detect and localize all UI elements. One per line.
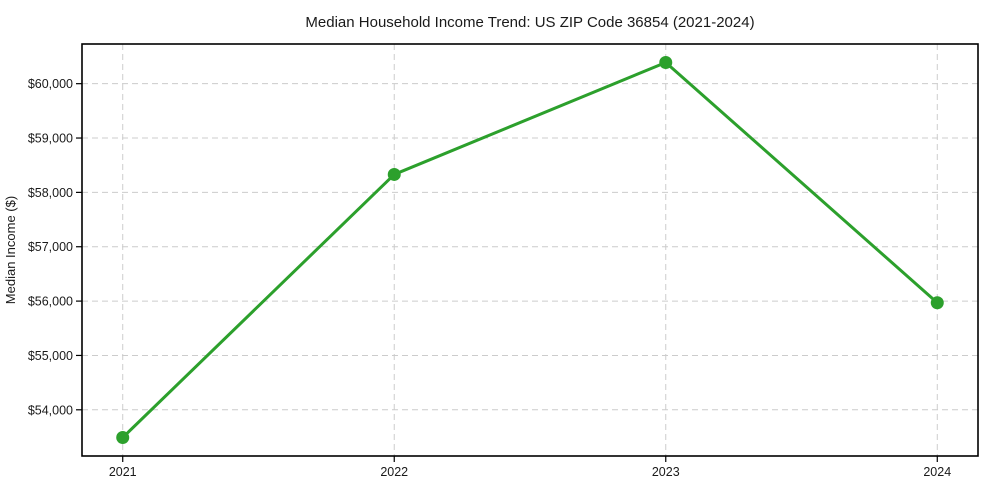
y-tick-label: $59,000 — [28, 132, 73, 146]
trend-line — [121, 60, 939, 440]
y-tick-label: $57,000 — [28, 240, 73, 254]
x-tick-label: 2023 — [652, 465, 680, 479]
y-tick-label: $55,000 — [28, 349, 73, 363]
data-point — [387, 167, 401, 181]
axis-layer: $54,000 $55,000 $56,000 $57,000 $58,000 $59,0… — [28, 43, 979, 479]
grid-layer — [82, 44, 978, 456]
y-tick-label: $56,000 — [28, 295, 73, 309]
y-tick-label: $58,000 — [28, 186, 73, 200]
y-tick-label: $54,000 — [28, 403, 73, 417]
y-tick-label: $60,000 — [28, 77, 73, 91]
x-tick-label: 2022 — [380, 465, 408, 479]
data-point — [930, 296, 944, 310]
y-axis-label: Median Income ($) — [3, 196, 18, 304]
data-point — [116, 431, 130, 445]
x-tick-label: 2024 — [923, 465, 951, 479]
chart-title: Median Household Income Trend: US ZIP Co… — [305, 14, 754, 31]
plot-border — [81, 43, 979, 457]
trend-line-series — [116, 55, 944, 445]
data-point — [659, 55, 673, 69]
x-tick-label: 2021 — [109, 465, 137, 479]
